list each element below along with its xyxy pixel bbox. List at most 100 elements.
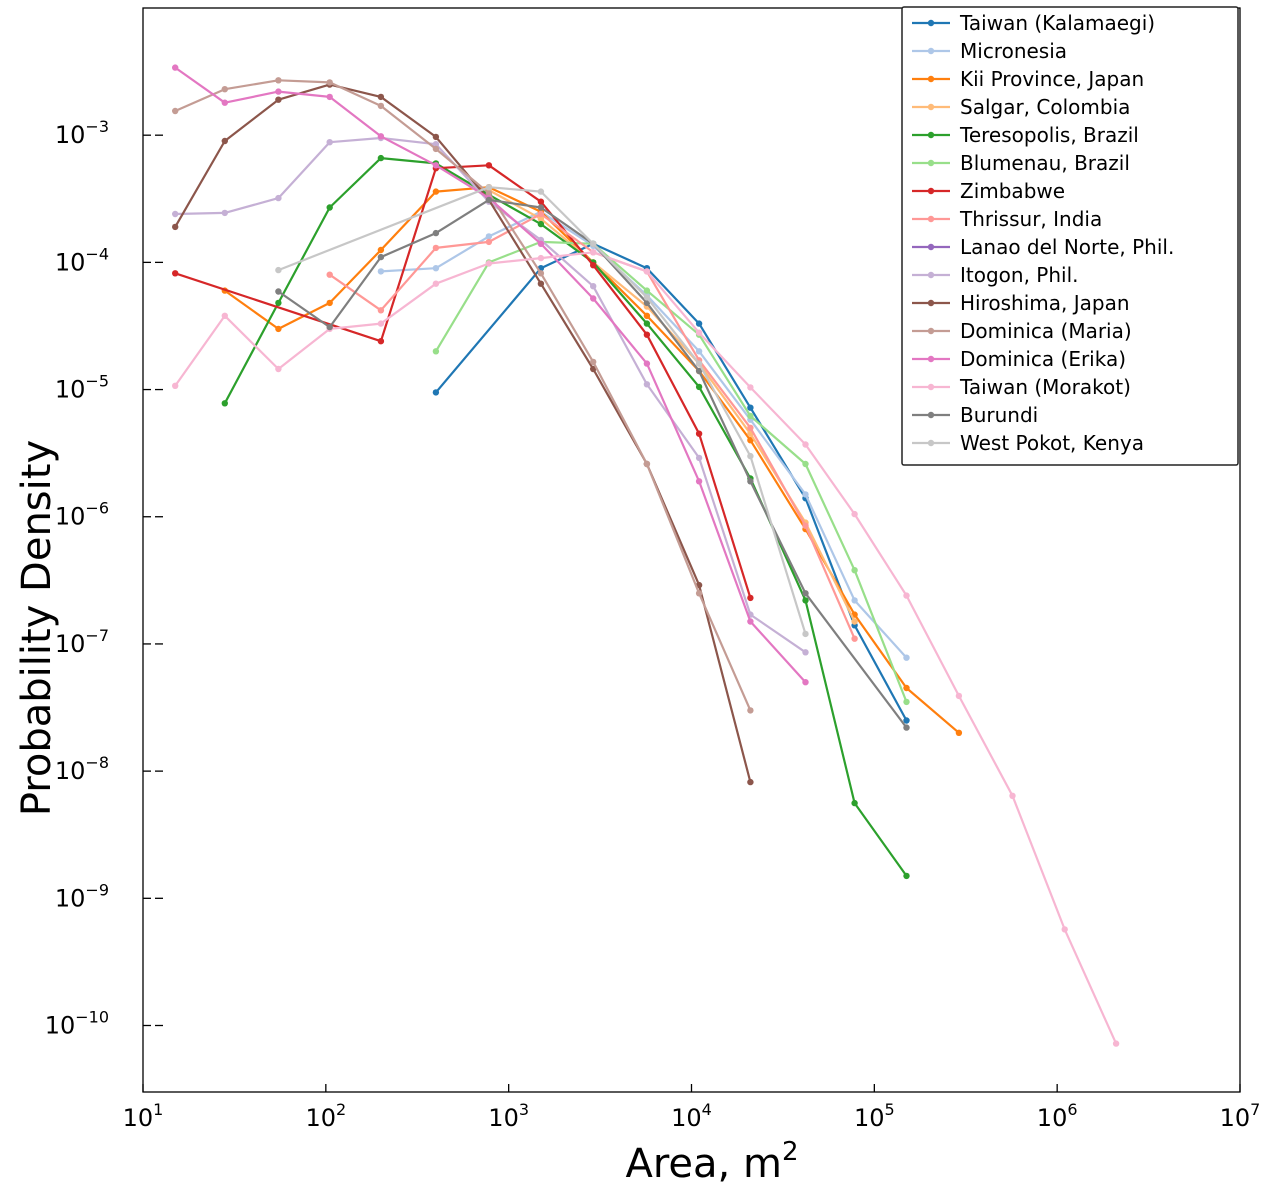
data-point-taiwan-morakot: [485, 260, 493, 267]
data-point-dominica-maria: [747, 707, 754, 714]
data-point-dominica-erika: [275, 88, 282, 95]
legend: Taiwan (Kalamaegi) Micronesia Kii Province…: [901, 6, 1239, 466]
data-point-hiroshima-japan: [590, 365, 597, 373]
legend-label: Taiwan (Morakot): [959, 375, 1131, 399]
data-point-thrissur-india: [432, 244, 440, 252]
data-point-west-pokot-kenya: [485, 184, 493, 191]
y-axis-title: Probability Density: [14, 440, 60, 816]
data-point-micronesia: [377, 268, 385, 275]
data-point-teresopolis-brazil: [903, 872, 910, 880]
x-tick-label: 102: [305, 1100, 346, 1132]
data-point-burundi: [747, 478, 754, 485]
data-point-dominica-maria: [221, 86, 228, 93]
data-point-dominica-maria: [432, 145, 440, 153]
legend-box: [901, 6, 1239, 466]
data-point-thrissur-india: [485, 238, 493, 246]
data-point-itogon-phil: [643, 381, 651, 388]
y-tick-label: 10−9: [55, 880, 109, 912]
data-point-thrissur-india: [326, 271, 333, 278]
data-point-dominica-erika: [747, 618, 754, 625]
data-point-blumenau-brazil: [432, 348, 440, 355]
data-point-micronesia: [851, 597, 858, 604]
legend-label: Itogon, Phil.: [960, 263, 1079, 287]
data-point-salgar-colombia: [537, 215, 545, 222]
data-point-blumenau-brazil: [643, 287, 651, 294]
data-point-taiwan-morakot: [1061, 926, 1068, 933]
legend-entry-teresopolis-brazil: Teresopolis, Brazil: [912, 123, 1139, 147]
data-point-taiwan-morakot: [747, 384, 754, 391]
y-tick-label: 10−4: [55, 244, 109, 276]
data-point-dominica-erika: [326, 93, 333, 101]
data-point-dominica-maria: [485, 190, 493, 197]
data-point-teresopolis-brazil: [802, 597, 809, 604]
data-point-burundi: [802, 590, 809, 597]
data-point-dominica-maria: [326, 79, 333, 86]
data-point-zimbabwe: [172, 270, 179, 277]
data-point-itogon-phil: [590, 283, 597, 290]
data-point-dominica-erika: [643, 360, 651, 367]
data-point-itogon-phil: [172, 210, 179, 218]
y-tick-label: 10−8: [55, 753, 109, 785]
legend-marker: [927, 327, 935, 335]
data-point-itogon-phil: [326, 139, 333, 146]
legend-entry-micronesia: Micronesia: [912, 39, 1067, 63]
x-axis-title: Area, m2: [626, 1137, 799, 1187]
series-line-dominica-maria: [174, 79, 752, 711]
data-point-hiroshima-japan: [537, 280, 545, 287]
x-axis-title-sup: 2: [782, 1137, 799, 1167]
data-point-west-pokot-kenya: [802, 630, 809, 638]
legend-label: Dominica (Erika): [960, 347, 1126, 371]
legend-label: West Pokot, Kenya: [960, 431, 1144, 455]
data-point-dominica-erika: [802, 679, 809, 686]
legend-marker: [927, 411, 935, 419]
legend-entry-dominica-maria: Dominica (Maria): [912, 319, 1132, 343]
data-point-dominica-erika: [537, 240, 545, 247]
legend-label: Teresopolis, Brazil: [959, 123, 1139, 147]
legend-label: Taiwan (Kalamaegi): [959, 11, 1155, 35]
legend-entry-hiroshima-japan: Hiroshima, Japan: [912, 291, 1130, 315]
data-point-burundi: [695, 367, 703, 375]
series-zimbabwe: [172, 162, 754, 602]
data-point-itogon-phil: [221, 209, 228, 217]
data-point-west-pokot-kenya: [590, 240, 597, 247]
data-point-blumenau-brazil: [851, 567, 858, 574]
data-point-taiwan-kalamaegi: [695, 320, 703, 327]
data-point-kii-province-japan: [747, 437, 754, 444]
legend-marker: [927, 271, 935, 279]
y-tick-label: 10−5: [55, 372, 109, 404]
legend-label: Burundi: [960, 403, 1038, 427]
legend-entry-blumenau-brazil: Blumenau, Brazil: [912, 151, 1130, 175]
legend-marker: [927, 383, 935, 391]
legend-marker: [927, 131, 935, 139]
data-point-thrissur-india: [747, 424, 754, 431]
data-point-burundi: [643, 299, 651, 307]
data-point-teresopolis-brazil: [275, 299, 282, 307]
data-point-kii-province-japan: [903, 684, 910, 692]
legend-label: Hiroshima, Japan: [960, 291, 1130, 315]
legend-marker: [927, 19, 935, 27]
data-point-micronesia: [485, 233, 493, 240]
data-point-hiroshima-japan: [377, 93, 385, 101]
data-point-thrissur-india: [537, 210, 545, 218]
data-point-zimbabwe: [537, 198, 545, 205]
data-point-teresopolis-brazil: [326, 204, 333, 211]
data-point-itogon-phil: [695, 454, 703, 462]
legend-label: Kii Province, Japan: [960, 67, 1144, 91]
data-point-dominica-maria: [643, 460, 651, 468]
data-point-teresopolis-brazil: [221, 400, 228, 407]
data-point-dominica-maria: [695, 590, 703, 597]
data-point-taiwan-morakot: [172, 382, 179, 389]
data-point-thrissur-india: [851, 635, 858, 642]
data-point-dominica-erika: [695, 478, 703, 485]
data-point-zimbabwe: [643, 331, 651, 338]
x-tick-label: 106: [1037, 1100, 1078, 1132]
data-point-taiwan-morakot: [1009, 792, 1016, 799]
data-point-hiroshima-japan: [747, 778, 754, 786]
data-point-dominica-erika: [590, 295, 597, 302]
data-point-hiroshima-japan: [432, 133, 440, 141]
legend-marker: [927, 439, 935, 447]
data-point-teresopolis-brazil: [643, 320, 651, 327]
data-point-taiwan-morakot: [643, 268, 651, 275]
data-point-itogon-phil: [275, 194, 282, 202]
data-point-zimbabwe: [485, 162, 493, 169]
